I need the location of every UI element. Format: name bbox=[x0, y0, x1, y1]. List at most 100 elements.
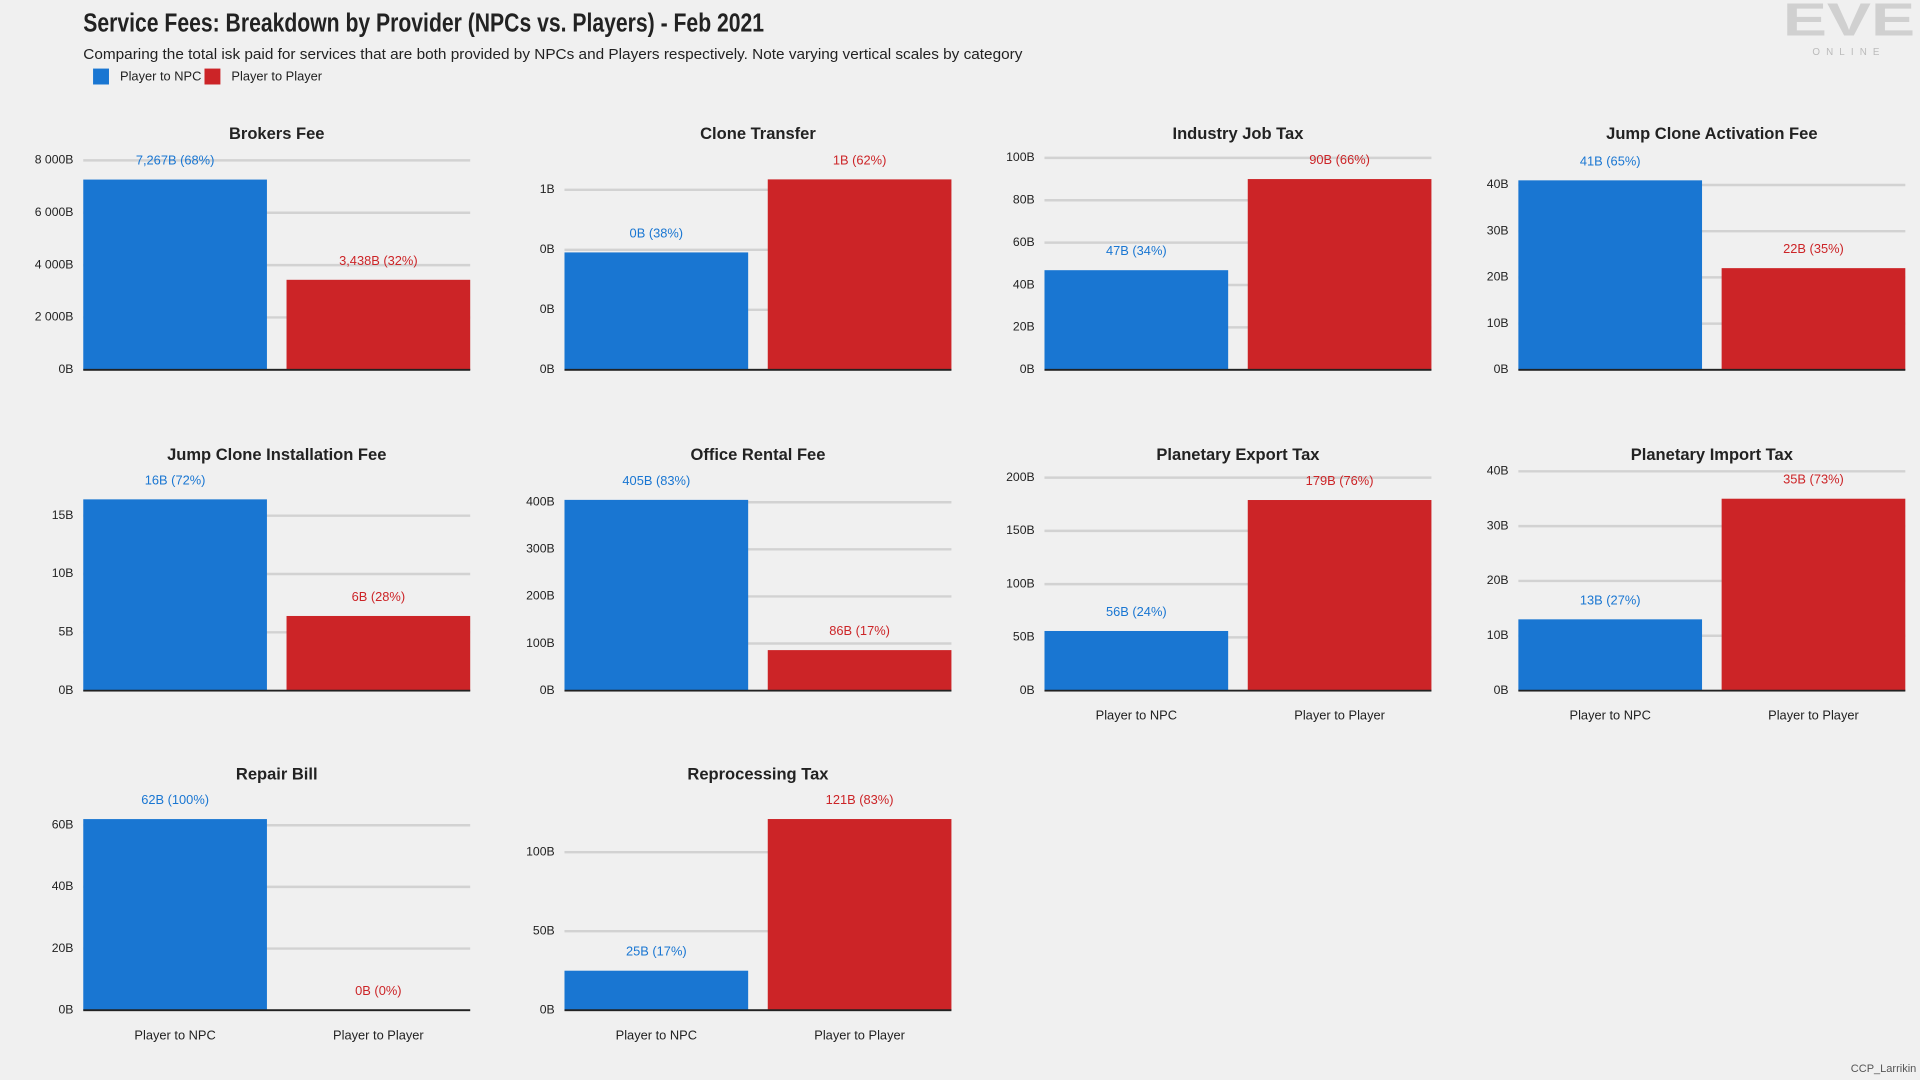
bar bbox=[83, 499, 267, 691]
value-label: 405B (83%) bbox=[622, 473, 690, 488]
value-label: 41B (65%) bbox=[1580, 153, 1641, 168]
value-label: 56B (24%) bbox=[1106, 604, 1167, 619]
panel-title: Brokers Fee bbox=[229, 124, 324, 143]
y-tick-label: 10B bbox=[1487, 628, 1509, 642]
bar bbox=[1247, 500, 1432, 691]
bar bbox=[83, 179, 267, 370]
value-label: 3,438B (32%) bbox=[339, 253, 418, 268]
value-label: 62B (100%) bbox=[141, 792, 209, 807]
panel-title: Reprocessing Tax bbox=[687, 764, 829, 783]
y-tick-label: 30B bbox=[1487, 223, 1509, 237]
y-tick-label: 200B bbox=[526, 589, 555, 603]
y-tick-label: 40B bbox=[1487, 177, 1509, 191]
y-tick-label: 6 000B bbox=[35, 205, 74, 219]
y-tick-label: 0B bbox=[1494, 362, 1509, 376]
y-tick-label: 50B bbox=[533, 923, 555, 937]
panel-title: Office Rental Fee bbox=[690, 445, 825, 464]
x-tick-label: Player to NPC bbox=[134, 1027, 215, 1042]
panel-title: Clone Transfer bbox=[700, 124, 816, 143]
value-label: 47B (34%) bbox=[1106, 243, 1167, 258]
y-tick-label: 20B bbox=[1487, 573, 1509, 587]
y-tick-label: 80B bbox=[1013, 192, 1035, 206]
y-tick-label: 20B bbox=[1013, 320, 1035, 334]
bar bbox=[83, 819, 267, 1011]
title: Service Fees: Breakdown by Provider (NPC… bbox=[83, 9, 764, 37]
panel-title: Jump Clone Installation Fee bbox=[167, 445, 386, 464]
value-label: 121B (83%) bbox=[826, 792, 894, 807]
y-tick-label: 0B bbox=[540, 242, 555, 256]
bar bbox=[1518, 619, 1703, 691]
value-label: 0B (38%) bbox=[630, 225, 684, 240]
y-tick-label: 15B bbox=[52, 508, 74, 522]
x-tick-label: Player to NPC bbox=[616, 1027, 697, 1042]
y-tick-label: 100B bbox=[526, 844, 555, 858]
legend-swatch bbox=[204, 68, 221, 85]
x-tick-label: Player to NPC bbox=[1096, 708, 1177, 723]
y-tick-label: 200B bbox=[1006, 470, 1035, 484]
panel-title: Planetary Export Tax bbox=[1156, 445, 1320, 464]
y-tick-label: 2 000B bbox=[35, 310, 74, 324]
value-label: 16B (72%) bbox=[145, 472, 206, 487]
x-tick-label: Player to Player bbox=[1294, 708, 1385, 723]
y-tick-label: 50B bbox=[1013, 630, 1035, 644]
y-tick-label: 1B bbox=[540, 182, 555, 196]
panels: Brokers Fee 0B 2 000B 4 000B 6 000B 8 000B 7,2… bbox=[35, 124, 1906, 1042]
y-tick-label: 60B bbox=[52, 817, 74, 831]
logo: EVE bbox=[1783, 0, 1915, 46]
y-tick-label: 100B bbox=[526, 636, 555, 650]
y-tick-label: 0B bbox=[540, 1002, 555, 1016]
legend-label: Player to Player bbox=[231, 69, 322, 84]
x-tick-label: Player to Player bbox=[1768, 708, 1859, 723]
bar bbox=[564, 252, 749, 370]
panel-title: Repair Bill bbox=[236, 764, 318, 783]
y-tick-label: 0B bbox=[59, 683, 74, 697]
y-tick-label: 0B bbox=[1494, 683, 1509, 697]
y-tick-label: 8 000B bbox=[35, 153, 74, 167]
bar bbox=[767, 819, 952, 1011]
y-tick-label: 20B bbox=[52, 941, 74, 955]
panel-title: Industry Job Tax bbox=[1172, 124, 1304, 143]
bar bbox=[1721, 268, 1906, 370]
y-tick-label: 100B bbox=[1006, 576, 1035, 590]
y-tick-label: 5B bbox=[59, 625, 74, 639]
bar bbox=[1044, 270, 1229, 370]
value-label: 90B (66%) bbox=[1309, 152, 1370, 167]
x-tick-label: Player to NPC bbox=[1570, 708, 1651, 723]
value-label: 1B (62%) bbox=[833, 152, 887, 167]
y-tick-label: 0B bbox=[59, 362, 74, 376]
value-label: 13B (27%) bbox=[1580, 592, 1641, 607]
y-tick-label: 40B bbox=[1487, 464, 1509, 478]
value-label: 6B (28%) bbox=[352, 589, 406, 604]
subtitle: Comparing the total isk paid for service… bbox=[83, 47, 1023, 63]
panel-title: Jump Clone Activation Fee bbox=[1606, 124, 1817, 143]
bar bbox=[1721, 498, 1906, 691]
y-tick-label: 0B bbox=[540, 683, 555, 697]
panel-title: Planetary Import Tax bbox=[1631, 445, 1794, 464]
y-tick-label: 100B bbox=[1006, 150, 1035, 164]
bar bbox=[564, 970, 749, 1011]
value-label: 179B (76%) bbox=[1306, 473, 1374, 488]
y-tick-label: 300B bbox=[526, 542, 555, 556]
value-label: 35B (73%) bbox=[1783, 472, 1844, 487]
y-tick-label: 0B bbox=[540, 302, 555, 316]
value-label: 0B (0%) bbox=[355, 983, 401, 998]
legend-label: Player to NPC bbox=[120, 69, 201, 84]
y-tick-label: 150B bbox=[1006, 523, 1035, 537]
y-tick-label: 4 000B bbox=[35, 257, 74, 271]
bar bbox=[1044, 630, 1229, 691]
y-tick-label: 10B bbox=[1487, 316, 1509, 330]
bar bbox=[1247, 179, 1432, 370]
y-tick-label: 10B bbox=[52, 566, 74, 580]
y-tick-label: 0B bbox=[59, 1002, 74, 1016]
value-label: 22B (35%) bbox=[1783, 241, 1844, 256]
y-tick-label: 30B bbox=[1487, 518, 1509, 532]
y-tick-label: 0B bbox=[1020, 683, 1035, 697]
value-label: 25B (17%) bbox=[626, 944, 687, 959]
y-tick-label: 400B bbox=[526, 494, 555, 508]
bar bbox=[767, 179, 952, 370]
y-tick-label: 0B bbox=[540, 362, 555, 376]
value-label: 7,267B (68%) bbox=[136, 153, 215, 168]
bar bbox=[767, 650, 952, 691]
y-tick-label: 40B bbox=[1013, 277, 1035, 291]
